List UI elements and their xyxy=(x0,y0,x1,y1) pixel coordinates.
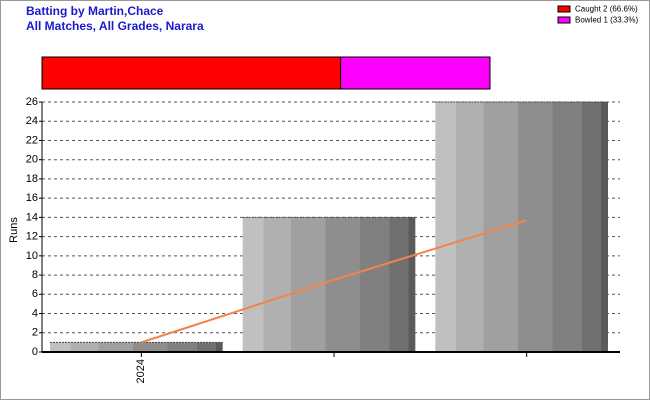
y-tick-label: 10 xyxy=(26,250,38,262)
y-tick-label: 22 xyxy=(26,134,38,146)
bar xyxy=(435,102,608,352)
legend-label: Caught 2 (66.6%) xyxy=(575,5,638,14)
bar xyxy=(50,342,223,352)
legend-swatch xyxy=(557,5,571,13)
y-tick-label: 20 xyxy=(26,154,38,166)
y-axis-label: Runs xyxy=(8,217,20,243)
chart-subtitle: All Matches, All Grades, Narara xyxy=(26,19,204,33)
y-tick-label: 26 xyxy=(26,96,38,108)
dismissal-segment xyxy=(340,56,491,90)
y-tick-label: 2 xyxy=(32,327,38,339)
bar xyxy=(242,217,416,352)
y-tick-label: 4 xyxy=(32,307,38,319)
y-tick-label: 18 xyxy=(26,173,38,185)
legend-label: Bowled 1 (33.3%) xyxy=(575,16,638,25)
y-tick-label: 6 xyxy=(32,288,38,300)
x-tick-label: 2024 xyxy=(135,359,147,383)
y-tick-label: 8 xyxy=(32,269,38,281)
dismissal-segment xyxy=(41,56,342,90)
trend-line xyxy=(141,219,527,344)
legend-swatch xyxy=(557,16,571,24)
y-tick-label: 16 xyxy=(26,192,38,204)
y-tick-label: 24 xyxy=(26,115,38,127)
y-tick-label: 12 xyxy=(26,231,38,243)
chart-title: Batting by Martin,Chace xyxy=(26,4,164,18)
y-tick-label: 0 xyxy=(32,346,38,358)
y-tick-label: 14 xyxy=(26,211,38,223)
